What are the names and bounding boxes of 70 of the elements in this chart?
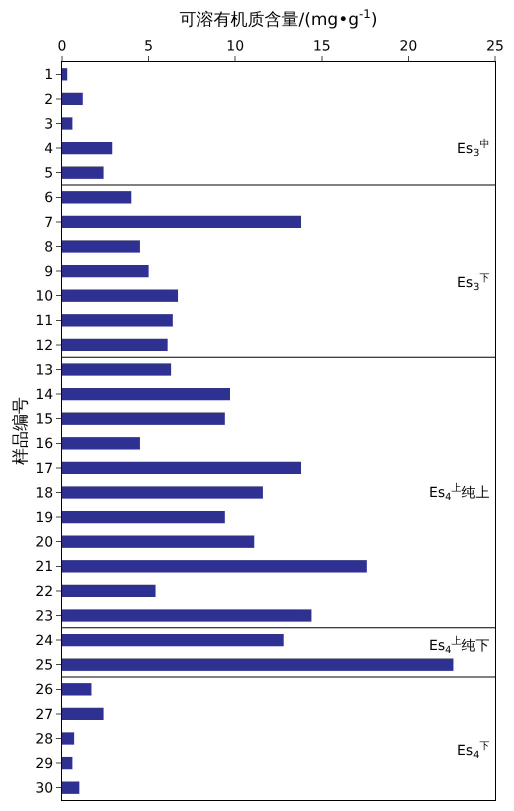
bar [62, 683, 92, 696]
y-tick-label: 15 [35, 412, 54, 428]
y-tick-label: 17 [35, 460, 54, 477]
y-tick-label: 21 [35, 559, 54, 576]
annotation: Es$_{4}$$^{上}$纯上 [429, 482, 490, 503]
y-tick-label: 6 [44, 190, 54, 206]
bar [62, 240, 140, 253]
y-tick-label: 23 [35, 608, 54, 624]
x-tick-label: 10 [226, 38, 244, 54]
y-tick-label: 30 [35, 780, 54, 797]
y-tick-label: 7 [44, 214, 54, 231]
x-tick-label: 20 [399, 38, 418, 54]
bar [62, 510, 225, 524]
x-tick-label: 25 [486, 38, 504, 54]
bar [62, 117, 72, 130]
y-tick-label: 24 [35, 633, 54, 649]
bar [62, 216, 302, 228]
y-tick-label: 13 [35, 362, 54, 378]
bar [62, 290, 178, 302]
y-tick-label: 14 [35, 387, 54, 403]
y-tick-label: 20 [35, 534, 54, 551]
bar [62, 536, 254, 548]
y-tick-label: 1 [44, 67, 54, 84]
x-axis-title: 可溶有机质含量/(mg•g$^{-1}$) [179, 6, 378, 30]
y-axis-title: 样品编号 [10, 397, 31, 465]
y-tick-label: 11 [35, 313, 54, 330]
bar [62, 658, 454, 671]
y-tick-label: 18 [35, 485, 54, 502]
bar [62, 462, 302, 474]
y-tick-label: 25 [35, 658, 54, 674]
x-tick-label: 15 [312, 38, 331, 54]
y-tick-label: 12 [35, 338, 54, 354]
x-tick-label: 0 [58, 38, 66, 54]
y-tick-label: 26 [35, 682, 54, 698]
bar [62, 708, 104, 720]
y-tick-label: 28 [35, 731, 54, 748]
bar [62, 412, 225, 425]
y-tick-label: 9 [44, 264, 54, 280]
y-tick-label: 22 [35, 584, 54, 600]
y-tick-label: 29 [35, 756, 54, 772]
y-tick-label: 2 [44, 92, 54, 108]
bar [62, 314, 173, 326]
bar [62, 264, 149, 278]
bar [62, 634, 284, 646]
bar [62, 732, 74, 745]
bar [62, 437, 140, 450]
x-tick-label: 5 [144, 38, 154, 54]
y-tick-label: 8 [44, 239, 54, 256]
annotation: Es$_{4}$$^{上}$纯下 [429, 635, 490, 656]
bar [62, 584, 156, 598]
y-tick-label: 3 [44, 116, 54, 132]
bar [62, 166, 104, 179]
y-tick-label: 27 [35, 706, 54, 723]
y-tick-label: 10 [35, 288, 54, 305]
bar [62, 92, 83, 106]
bar [62, 782, 80, 794]
bar [62, 609, 312, 622]
bar [62, 560, 367, 572]
bar [62, 68, 68, 80]
bar [62, 191, 132, 204]
bar [62, 756, 72, 770]
y-tick-label: 5 [44, 166, 54, 182]
bar [62, 388, 230, 400]
y-tick-label: 4 [44, 141, 54, 157]
y-tick-label: 16 [35, 436, 54, 452]
bar [62, 142, 112, 154]
bar [62, 486, 263, 499]
y-tick-label: 19 [35, 510, 54, 526]
bar [62, 338, 168, 352]
bar [62, 363, 172, 376]
